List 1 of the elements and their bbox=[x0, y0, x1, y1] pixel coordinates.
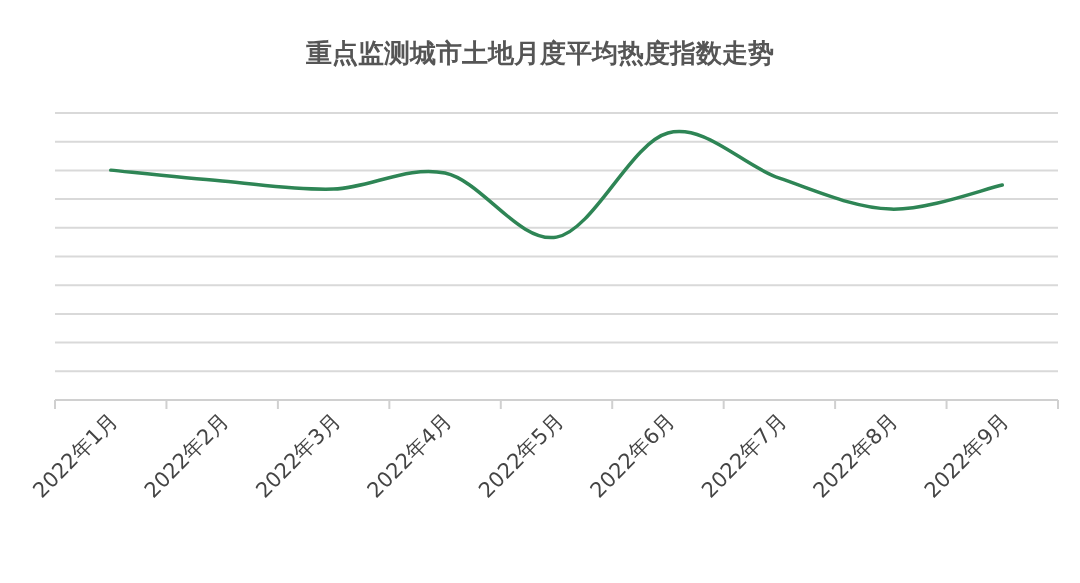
chart-title: 重点监测城市土地月度平均热度指数走势 bbox=[305, 38, 774, 68]
